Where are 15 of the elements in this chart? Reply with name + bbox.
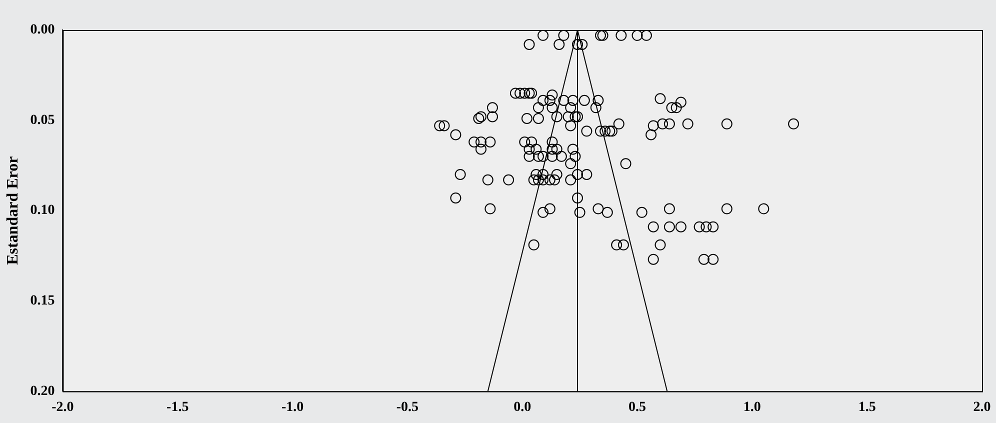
y-tick-label: 0.00 — [30, 22, 55, 38]
x-tick-label: 0.0 — [514, 400, 532, 416]
y-tick-label: 0.20 — [30, 384, 55, 399]
x-tick-label: 1.0 — [743, 400, 761, 416]
x-tick-label: 1.5 — [858, 400, 876, 416]
x-tick-label: -1.0 — [281, 400, 304, 416]
x-tick-label: -2.0 — [52, 400, 74, 416]
y-tick-label: 0.05 — [30, 112, 55, 128]
x-tick-label: 2.0 — [973, 400, 991, 416]
x-tick-label: 0.5 — [628, 400, 646, 416]
y-tick-label: 0.15 — [30, 294, 55, 309]
x-tick-label: -0.5 — [396, 400, 419, 416]
y-tick-label: 0.10 — [30, 203, 55, 218]
y-axis-title: Estandard Eror — [4, 156, 22, 265]
x-tick-label: -1.5 — [166, 400, 189, 416]
